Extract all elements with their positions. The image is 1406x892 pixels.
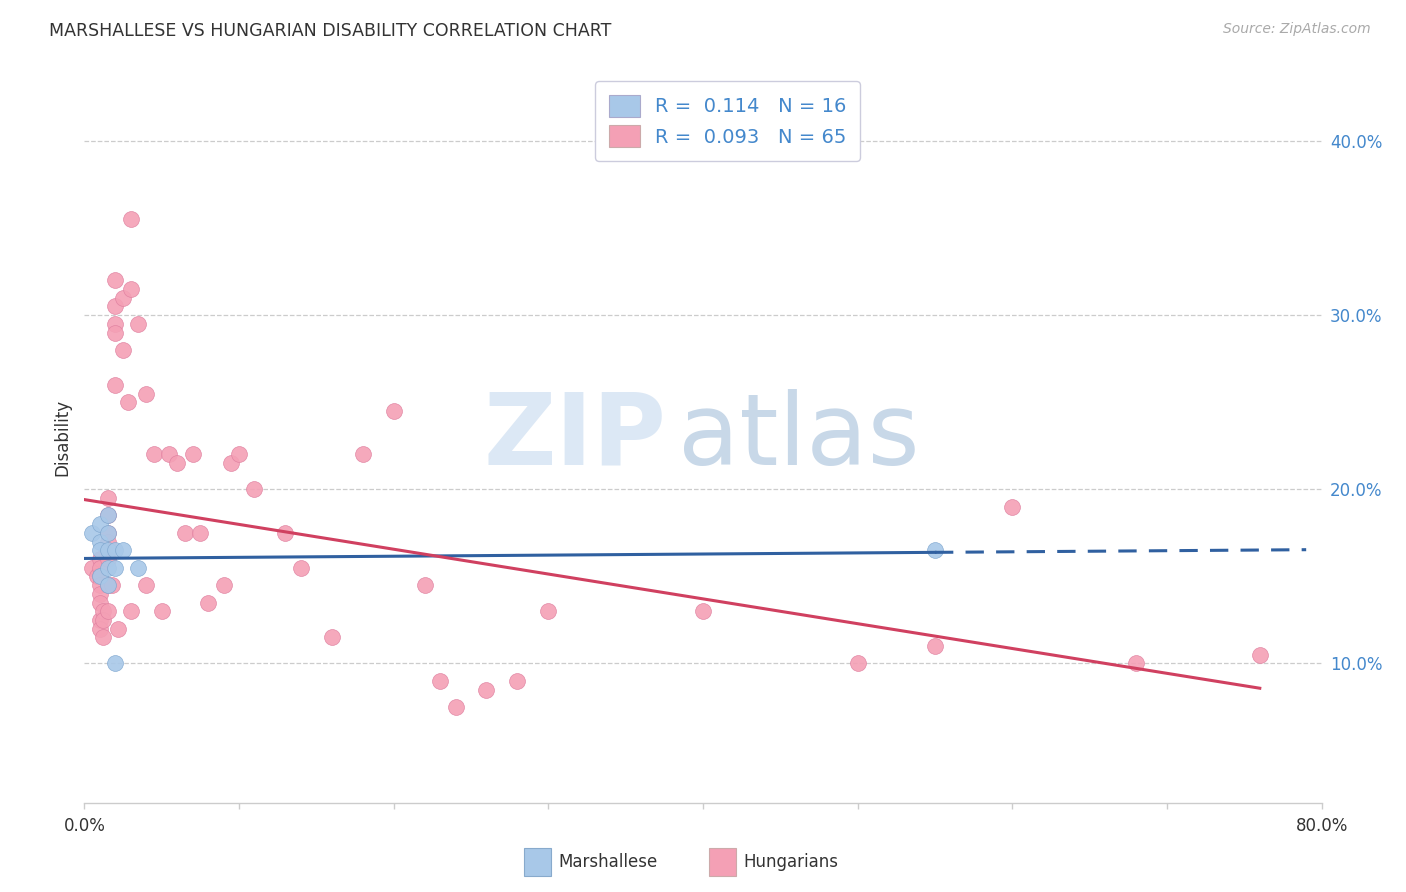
Point: [135, 578, 157, 592]
Point: [89, 534, 111, 549]
Point: [82, 560, 104, 574]
Point: [197, 595, 219, 609]
Point: [96, 578, 118, 592]
Point: [1249, 648, 1271, 662]
Point: [429, 673, 451, 688]
Point: [1001, 500, 1024, 514]
Point: [274, 525, 297, 540]
Point: [413, 578, 436, 592]
Text: ZIP: ZIP: [484, 389, 666, 485]
Point: [1125, 657, 1147, 671]
Point: [924, 639, 946, 653]
Point: [475, 682, 498, 697]
Point: [112, 543, 135, 558]
Bar: [523, 848, 551, 876]
Point: [537, 604, 560, 618]
Bar: [709, 848, 737, 876]
Point: [166, 456, 188, 470]
Point: [96, 560, 118, 574]
Text: Source: ZipAtlas.com: Source: ZipAtlas.com: [1223, 22, 1371, 37]
Point: [104, 560, 127, 574]
Point: [352, 448, 374, 462]
Point: [104, 273, 127, 287]
Point: [96, 491, 118, 505]
Point: [159, 448, 180, 462]
Point: [104, 317, 127, 331]
Point: [89, 595, 111, 609]
Point: [127, 560, 149, 574]
Point: [120, 212, 142, 227]
Point: [86, 569, 108, 583]
Point: [321, 631, 343, 645]
Point: [120, 282, 142, 296]
Point: [181, 448, 204, 462]
Point: [96, 525, 118, 540]
Point: [924, 543, 946, 558]
Point: [96, 604, 118, 618]
Point: [112, 291, 135, 305]
Point: [89, 587, 111, 601]
Point: [91, 604, 114, 618]
Text: Marshallese: Marshallese: [558, 853, 658, 871]
Point: [89, 613, 111, 627]
Point: [692, 604, 714, 618]
Point: [120, 604, 142, 618]
Point: [143, 448, 166, 462]
Point: [91, 613, 114, 627]
Point: [117, 395, 139, 409]
Point: [243, 483, 266, 497]
Point: [89, 552, 111, 566]
Point: [89, 560, 111, 574]
Point: [846, 657, 869, 671]
Point: [104, 543, 127, 558]
Point: [89, 569, 111, 583]
Y-axis label: Disability: Disability: [53, 399, 72, 475]
Point: [104, 377, 127, 392]
Point: [96, 543, 118, 558]
Point: [444, 700, 467, 714]
Point: [89, 578, 111, 592]
Point: [212, 578, 235, 592]
Point: [89, 543, 111, 558]
Point: [506, 673, 529, 688]
Point: [104, 300, 127, 314]
Point: [107, 622, 129, 636]
Point: [82, 525, 104, 540]
Point: [89, 517, 111, 532]
Point: [89, 569, 111, 583]
Text: Hungarians: Hungarians: [744, 853, 839, 871]
Point: [127, 317, 149, 331]
Point: [382, 404, 405, 418]
Point: [91, 631, 114, 645]
Point: [96, 534, 118, 549]
Point: [96, 578, 118, 592]
Point: [96, 508, 118, 523]
Text: atlas: atlas: [678, 389, 920, 485]
Point: [219, 456, 242, 470]
Point: [228, 448, 250, 462]
Point: [188, 525, 211, 540]
Point: [150, 604, 173, 618]
Point: [290, 560, 312, 574]
Point: [96, 508, 118, 523]
Point: [104, 657, 127, 671]
Text: MARSHALLESE VS HUNGARIAN DISABILITY CORRELATION CHART: MARSHALLESE VS HUNGARIAN DISABILITY CORR…: [49, 22, 612, 40]
Point: [135, 386, 157, 401]
Point: [112, 343, 135, 357]
Point: [174, 525, 197, 540]
Point: [101, 578, 124, 592]
Point: [104, 326, 127, 340]
Legend: R =  0.114   N = 16, R =  0.093   N = 65: R = 0.114 N = 16, R = 0.093 N = 65: [595, 81, 860, 161]
Point: [89, 622, 111, 636]
Point: [96, 552, 118, 566]
Point: [96, 525, 118, 540]
